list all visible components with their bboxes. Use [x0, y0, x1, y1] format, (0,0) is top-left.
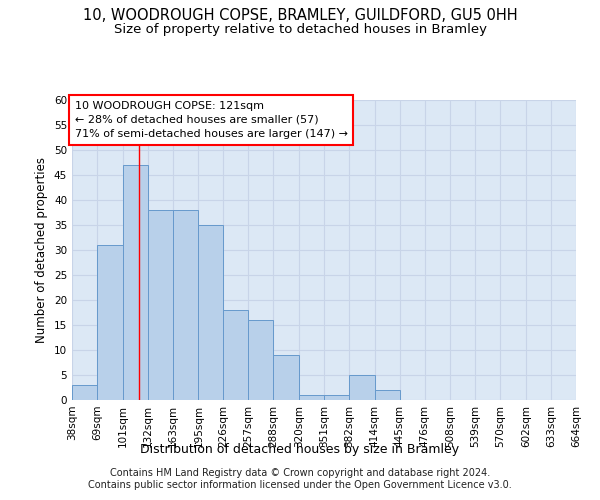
Text: Distribution of detached houses by size in Bramley: Distribution of detached houses by size …	[140, 442, 460, 456]
Bar	[349, 375, 375, 400]
Bar	[324, 395, 349, 400]
Bar	[375, 390, 400, 400]
Bar	[123, 165, 148, 400]
Bar	[299, 395, 324, 400]
Text: Contains HM Land Registry data © Crown copyright and database right 2024.
Contai: Contains HM Land Registry data © Crown c…	[88, 468, 512, 490]
Bar	[72, 385, 97, 400]
Bar	[148, 210, 173, 400]
Text: Size of property relative to detached houses in Bramley: Size of property relative to detached ho…	[113, 22, 487, 36]
Bar	[173, 210, 199, 400]
Bar	[199, 225, 223, 400]
Bar	[273, 355, 299, 400]
Bar	[248, 320, 273, 400]
Y-axis label: Number of detached properties: Number of detached properties	[35, 157, 49, 343]
Text: 10 WOODROUGH COPSE: 121sqm
← 28% of detached houses are smaller (57)
71% of semi: 10 WOODROUGH COPSE: 121sqm ← 28% of deta…	[74, 101, 347, 139]
Bar	[97, 245, 123, 400]
Text: 10, WOODROUGH COPSE, BRAMLEY, GUILDFORD, GU5 0HH: 10, WOODROUGH COPSE, BRAMLEY, GUILDFORD,…	[83, 8, 517, 22]
Bar	[223, 310, 248, 400]
